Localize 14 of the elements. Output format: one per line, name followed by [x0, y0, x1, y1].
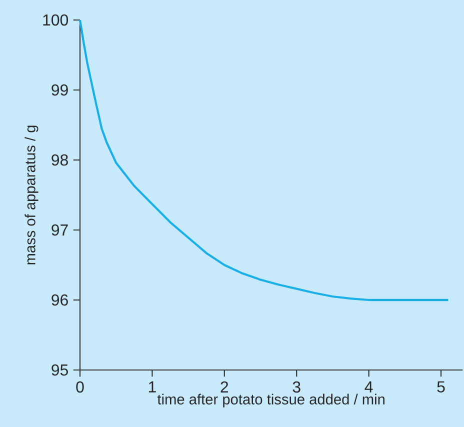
- y-tick-label: 99: [52, 84, 68, 96]
- x-tick-label: 0: [76, 381, 84, 393]
- x-axis-title: time after potato tissue added / min: [157, 394, 384, 408]
- x-tick-label: 1: [148, 381, 156, 392]
- y-tick-label: 96: [52, 294, 68, 306]
- y-tick-label: 97: [52, 224, 68, 236]
- y-axis-title: mass of apparatus / g: [24, 126, 38, 264]
- y-tick-label: 95: [52, 364, 68, 376]
- y-tick-label: 98: [52, 154, 68, 166]
- y-tick-label: 100: [43, 14, 68, 26]
- x-tick-label: 4: [364, 381, 373, 392]
- x-tick-label: 2: [220, 381, 228, 392]
- x-tick-label: 3: [292, 381, 300, 393]
- x-tick-label: 5: [437, 381, 445, 392]
